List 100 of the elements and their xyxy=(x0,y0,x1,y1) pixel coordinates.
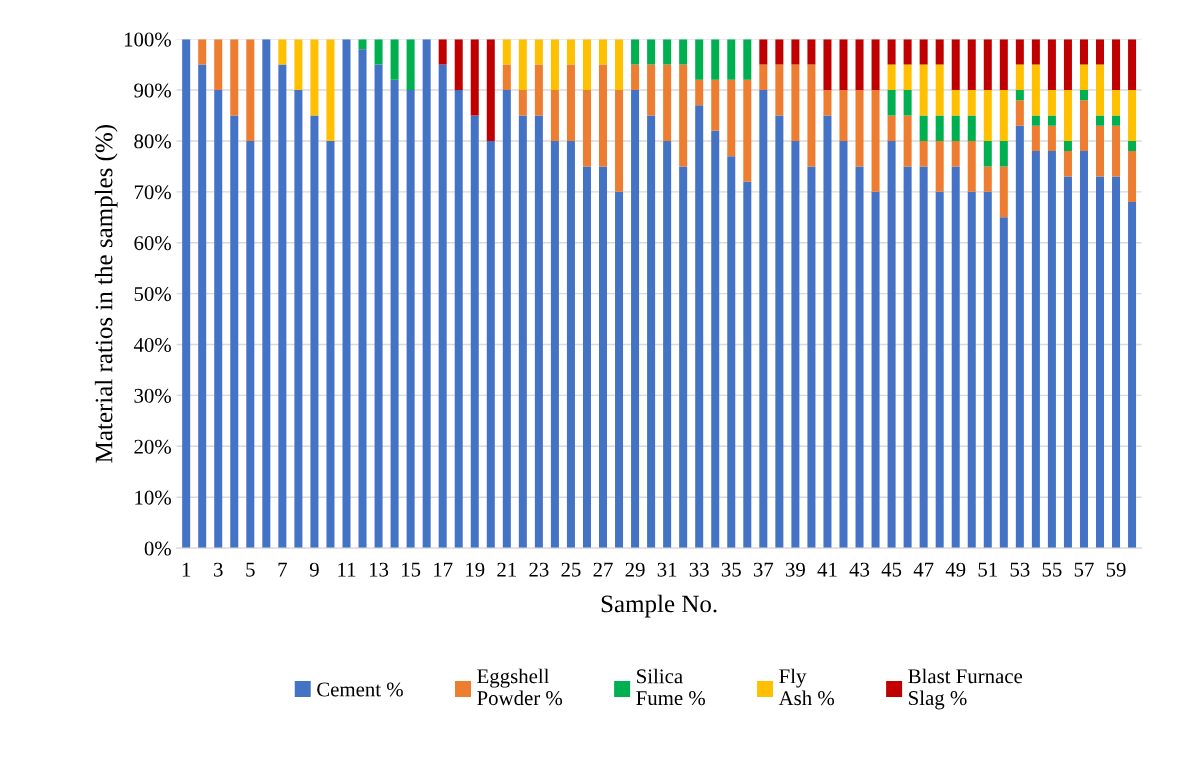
bar xyxy=(647,39,656,65)
bar xyxy=(999,166,1008,218)
x-tick-label: 15 xyxy=(402,562,421,577)
bar xyxy=(246,39,255,141)
x-tick-label: 45 xyxy=(881,562,902,577)
bar xyxy=(615,90,624,192)
bar xyxy=(967,115,976,141)
bar xyxy=(695,105,704,549)
bar xyxy=(1031,125,1040,152)
bar xyxy=(1015,39,1024,65)
bar xyxy=(999,140,1008,167)
bar xyxy=(759,39,768,65)
bar xyxy=(871,39,880,91)
bar xyxy=(454,39,463,91)
x-tick-label: 19 xyxy=(466,562,485,577)
bar xyxy=(919,115,928,141)
legend-label: Fly Ash % xyxy=(778,668,835,706)
bar xyxy=(663,64,672,141)
y-tick-label: 50% xyxy=(134,287,171,302)
legend-label: Eggshell Powder % xyxy=(477,668,563,706)
bar xyxy=(582,166,591,549)
bar xyxy=(1112,90,1121,116)
bar xyxy=(951,166,960,549)
bar xyxy=(999,90,1008,141)
y-tick-label: 80% xyxy=(134,134,171,149)
x-tick-label: 21 xyxy=(497,562,516,577)
bar xyxy=(1128,202,1137,549)
bar xyxy=(1063,151,1072,177)
bar xyxy=(599,64,608,167)
bar xyxy=(1128,151,1137,203)
bar xyxy=(951,90,960,116)
y-tick-label: 0% xyxy=(144,541,171,556)
y-tick-label: 60% xyxy=(134,236,171,251)
bar xyxy=(1031,115,1040,126)
bar xyxy=(454,90,463,549)
y-tick-label: 40% xyxy=(133,337,171,353)
bar xyxy=(903,64,912,91)
x-tick-label: 39 xyxy=(785,562,805,577)
bar xyxy=(807,39,816,65)
bar xyxy=(326,140,335,549)
bar xyxy=(1031,39,1040,65)
bar xyxy=(390,79,399,549)
bar xyxy=(550,140,559,549)
bar xyxy=(470,115,479,549)
bar xyxy=(214,39,223,91)
bar xyxy=(663,39,672,65)
legend-label: Silica Fume % xyxy=(636,668,705,706)
bar xyxy=(1063,39,1072,91)
bar xyxy=(566,39,575,65)
bar xyxy=(1128,140,1137,152)
bar xyxy=(550,39,559,91)
bar xyxy=(791,64,800,141)
y-tick-label: 90% xyxy=(134,83,171,98)
bar xyxy=(438,64,447,549)
bar xyxy=(871,90,880,192)
x-tick-label: 11 xyxy=(338,562,356,577)
x-tick-label: 23 xyxy=(529,562,549,577)
bar xyxy=(711,39,720,80)
bar xyxy=(1047,115,1056,126)
x-tick-label: 25 xyxy=(561,562,581,577)
bar xyxy=(1079,39,1088,65)
bar xyxy=(1015,90,1024,101)
bar xyxy=(278,39,287,65)
x-tick-label: 59 xyxy=(1106,562,1126,577)
bar xyxy=(983,140,992,167)
y-tick-label: 100% xyxy=(124,32,171,47)
bar xyxy=(246,140,255,549)
x-tick-label: 17 xyxy=(434,562,453,577)
bar xyxy=(855,39,864,91)
bar xyxy=(919,166,928,549)
x-tick-label: 13 xyxy=(369,562,389,577)
bar xyxy=(887,115,896,141)
bar xyxy=(1128,39,1137,91)
bar xyxy=(919,140,928,167)
bar xyxy=(759,90,768,549)
bar xyxy=(518,90,527,116)
x-tick-label: 57 xyxy=(1074,562,1094,577)
x-axis-title: Sample No. xyxy=(601,594,717,618)
bar xyxy=(679,166,688,549)
bar xyxy=(743,39,752,80)
x-tick-label: 55 xyxy=(1042,562,1062,577)
bar xyxy=(310,39,319,116)
bar xyxy=(999,39,1008,91)
bar xyxy=(582,90,591,167)
bar xyxy=(1047,90,1056,116)
bar xyxy=(502,39,511,65)
bar xyxy=(743,79,752,182)
bar xyxy=(743,181,752,549)
bar xyxy=(887,64,896,91)
x-tick-label: 31 xyxy=(657,562,677,577)
x-tick-label: 1 xyxy=(182,562,191,577)
bar xyxy=(711,79,720,131)
bar xyxy=(679,64,688,167)
x-tick-label: 51 xyxy=(978,562,997,577)
bar xyxy=(855,90,864,167)
x-tick-label: 5 xyxy=(246,562,255,577)
bar xyxy=(727,79,736,157)
bar xyxy=(1031,64,1040,116)
bar xyxy=(486,39,495,141)
bar xyxy=(518,39,527,91)
